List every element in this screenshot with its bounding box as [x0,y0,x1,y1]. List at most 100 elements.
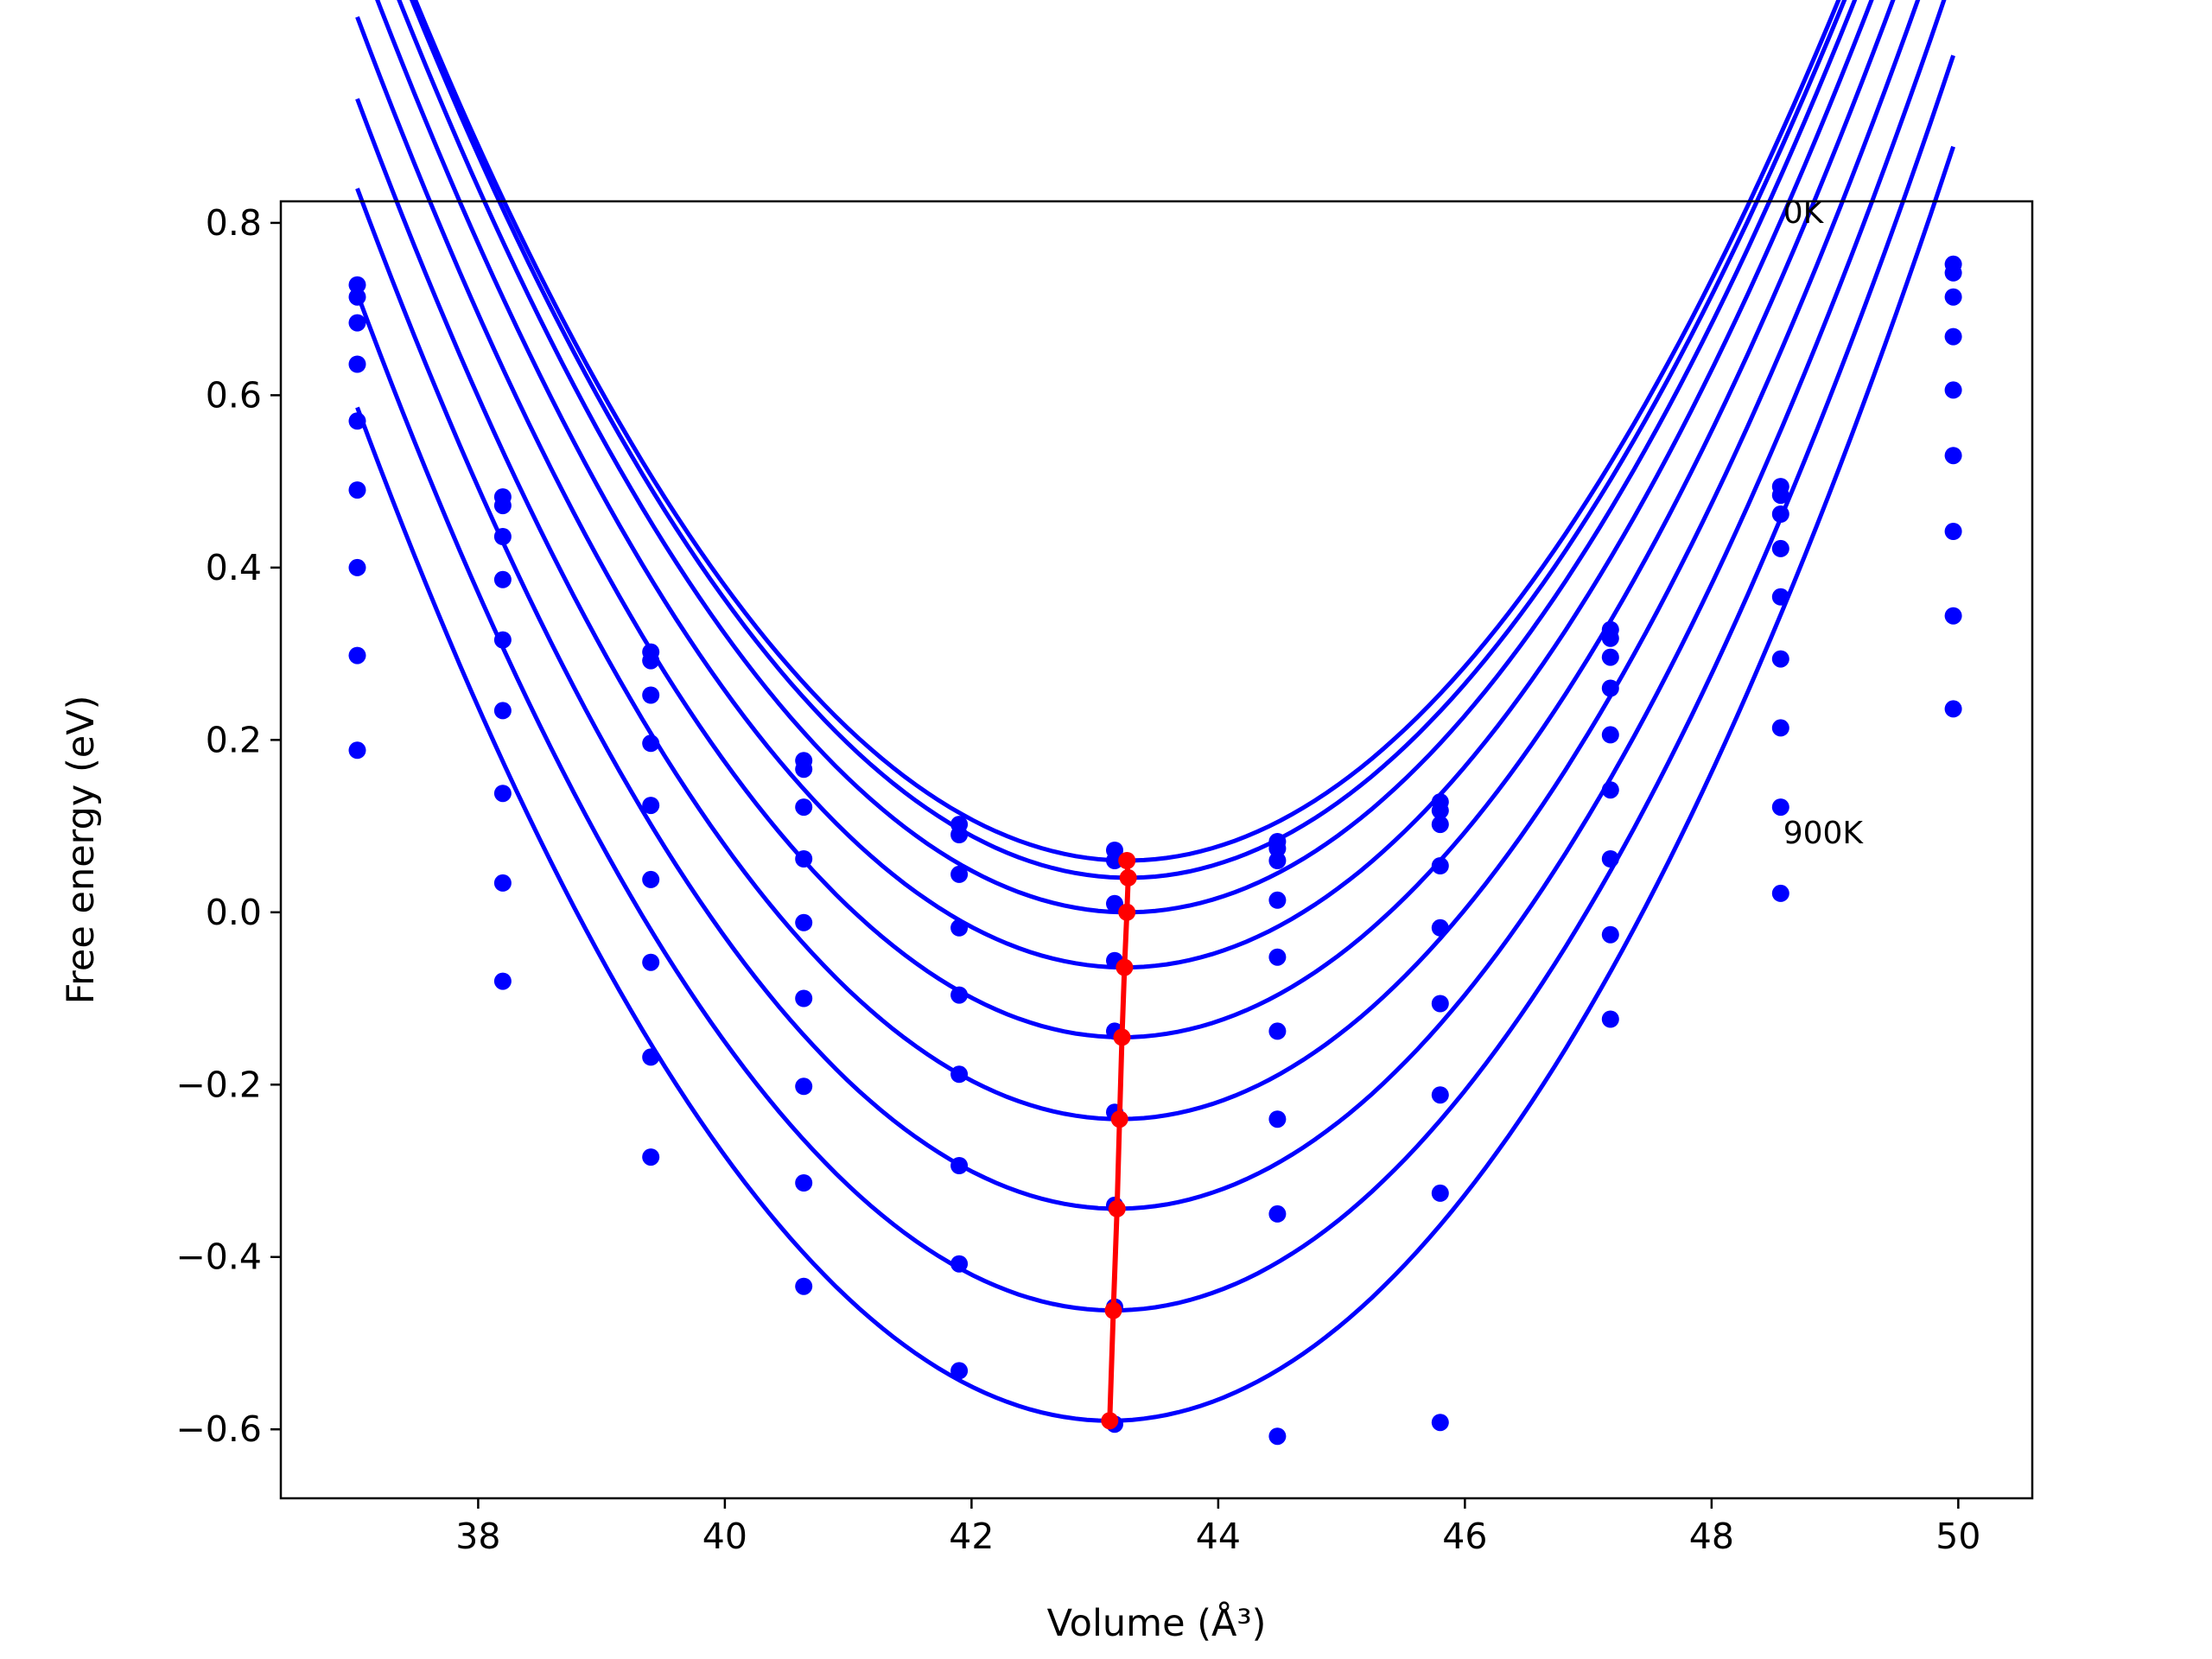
y-tick-label: 0.0 [206,892,262,933]
data-point [1944,327,1962,346]
data-point [1431,802,1449,820]
data-point [1944,607,1962,625]
data-point [642,734,660,753]
data-point [348,741,366,760]
data-point [642,686,660,704]
x-tick-label: 46 [1442,1516,1487,1557]
data-point [795,1077,813,1096]
data-point [642,652,660,670]
fit-curve-8 [355,145,1955,1423]
data-point [1771,539,1789,557]
data-point [1944,523,1962,540]
data-point [348,646,366,664]
y-tick-label: 0.4 [206,547,262,588]
minimum-point [1118,903,1136,921]
minimum-path [1101,852,1137,1430]
data-point [348,276,366,294]
y-tick-label: −0.4 [175,1236,262,1278]
data-point [1601,781,1619,799]
fit-curve-5 [355,0,1921,1122]
data-point [642,1048,660,1066]
x-tick-label: 48 [1689,1516,1734,1557]
data-point [1268,1205,1287,1223]
minimum-point [1119,868,1137,887]
fit-curve-4 [355,0,1896,1039]
y-tick-label: −0.6 [175,1408,262,1450]
data-point [1431,857,1449,874]
data-point [1944,447,1962,465]
data-point [642,870,660,888]
data-point [950,1255,969,1273]
data-point [1268,1110,1287,1128]
y-axis-ticks: −0.6 −0.4 −0.2 0.0 0.2 0.4 0.6 0.8 [175,202,281,1450]
data-point [1944,264,1962,282]
fit-curve-2 [397,0,1858,915]
data-point [1601,726,1619,744]
plot-frame [279,200,2034,1500]
data-point [493,874,512,892]
data-point [1431,1184,1449,1202]
data-point [642,953,660,971]
data-point [950,1362,969,1380]
y-tick-label: 0.6 [206,374,262,416]
x-axis-ticks: 38 40 42 44 46 48 50 [455,1498,1980,1557]
y-axis-title: Free energy (eV) [60,696,103,1005]
x-tick-label: 44 [1196,1516,1241,1557]
data-point [1268,1427,1287,1446]
data-point [1771,798,1789,817]
data-point [1771,486,1789,505]
data-point [1601,648,1619,666]
data-point [795,760,813,779]
data-point [493,528,512,545]
data-point [348,288,366,306]
fit-curve-3 [375,0,1874,970]
data-point [1268,1022,1287,1040]
data-point [950,1065,969,1084]
fit-curve-1 [409,0,1847,880]
data-point [1431,918,1449,937]
data-point [493,497,512,515]
data-point [642,797,660,815]
data-point [348,355,366,373]
minimum-point [1101,1412,1119,1430]
data-point [348,412,366,430]
data-point [642,1148,660,1166]
data-point [348,314,366,332]
data-point [1771,650,1789,668]
data-point [493,972,512,990]
fit-curves [355,0,1955,1423]
fit-curve-0 [412,0,1841,863]
x-tick-label: 50 [1936,1516,1980,1557]
data-point [1944,381,1962,399]
data-point [1601,925,1619,944]
data-point [493,785,512,803]
data-point [1771,588,1789,606]
data-points [348,255,1962,1446]
data-point [348,481,366,499]
minimum-point [1108,1199,1126,1217]
y-tick-label: 0.8 [206,202,262,244]
data-point [1431,1086,1449,1104]
data-point [348,558,366,576]
data-point [950,865,969,883]
minimum-point [1118,852,1136,869]
data-point [1771,505,1789,523]
data-point [1601,1010,1619,1028]
data-point [795,850,813,868]
y-tick-label: 0.2 [206,719,262,760]
data-point [795,1277,813,1295]
data-point [950,1157,969,1174]
fit-curve-7 [355,54,1955,1313]
data-point [1268,891,1287,909]
data-point [950,918,969,937]
x-tick-label: 40 [702,1516,747,1557]
minimum-point [1104,1301,1122,1319]
data-point [1431,1414,1449,1432]
data-point [493,631,512,649]
data-point [1268,948,1287,966]
data-point [1106,894,1123,912]
y-tick-label: −0.2 [175,1064,262,1105]
data-point [1601,629,1619,647]
